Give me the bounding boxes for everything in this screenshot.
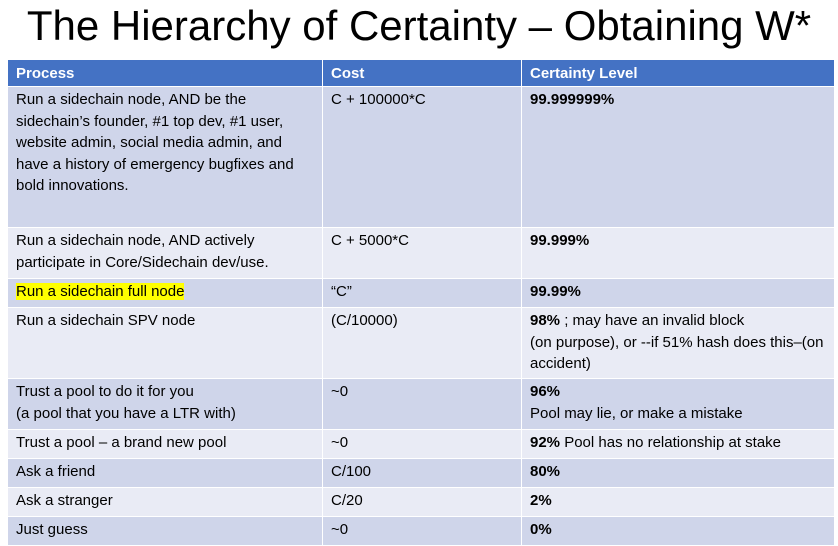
process-cell: Run a sidechain SPV node	[7, 307, 323, 379]
table-header-row: Process Cost Certainty Level	[7, 59, 835, 87]
cost-cell: C/100	[322, 458, 522, 488]
cost-cell: C + 100000*C	[322, 86, 522, 228]
certainty-value: 99.99%	[530, 283, 581, 300]
slide-title: The Hierarchy of Certainty – Obtaining W…	[26, 2, 812, 49]
certainty-value: 80%	[530, 463, 561, 480]
process-cell: Run a sidechain node, AND be the sidecha…	[7, 86, 323, 228]
header-cost: Cost	[322, 59, 522, 87]
certainty-value: 96%	[530, 383, 561, 400]
certainty-cell: 0%	[521, 516, 835, 546]
certainty-value: 0%	[530, 521, 552, 538]
certainty-cell: 99.99%	[521, 278, 835, 308]
certainty-cell: 80%	[521, 458, 835, 488]
process-cell: Run a sidechain node, AND actively parti…	[7, 227, 323, 279]
certainty-cell: 96% Pool may lie, or make a mistake	[521, 378, 835, 430]
cost-cell: (C/10000)	[322, 307, 522, 379]
table-row: Ask a stranger C/20 2%	[7, 487, 835, 517]
certainty-table: Process Cost Certainty Level Run a sidec…	[7, 59, 835, 546]
certainty-value: 92%	[530, 434, 561, 451]
table-row: Just guess ~0 0%	[7, 516, 835, 546]
certainty-value: 99.999%	[530, 232, 590, 249]
table-row: Run a sidechain SPV node (C/10000) 98% ;…	[7, 307, 835, 379]
cost-cell: C + 5000*C	[322, 227, 522, 279]
process-cell: Run a sidechain full node	[7, 278, 323, 308]
certainty-cell: 99.999%	[521, 227, 835, 279]
process-cell: Trust a pool to do it for you (a pool th…	[7, 378, 323, 430]
cost-cell: ~0	[322, 378, 522, 430]
process-cell: Just guess	[7, 516, 323, 546]
table-row: Run a sidechain full node “C” 99.99%	[7, 278, 835, 308]
process-cell: Ask a stranger	[7, 487, 323, 517]
process-cell: Trust a pool – a brand new pool	[7, 429, 323, 459]
certainty-note: ; may have an invalid block (on purpose)…	[530, 312, 824, 372]
table-row: Ask a friend C/100 80%	[7, 458, 835, 488]
table-row: Trust a pool to do it for you (a pool th…	[7, 378, 835, 430]
certainty-cell: 2%	[521, 487, 835, 517]
certainty-note: Pool may lie, or make a mistake	[530, 404, 743, 422]
highlighted-process: Run a sidechain full node	[16, 283, 185, 300]
table-row: Run a sidechain node, AND be the sidecha…	[7, 86, 835, 228]
header-certainty: Certainty Level	[521, 59, 835, 87]
process-cell: Ask a friend	[7, 458, 323, 488]
certainty-value: 2%	[530, 492, 552, 509]
header-process: Process	[7, 59, 323, 87]
cost-cell: ~0	[322, 516, 522, 546]
cost-cell: ~0	[322, 429, 522, 459]
table-row: Run a sidechain node, AND actively parti…	[7, 227, 835, 279]
cost-cell: “C”	[322, 278, 522, 308]
certainty-note: Pool has no relationship at stake	[560, 434, 782, 451]
certainty-value: 99.999999%	[530, 91, 615, 108]
certainty-cell: 92% Pool has no relationship at stake	[521, 429, 835, 459]
certainty-cell: 99.999999%	[521, 86, 835, 228]
cost-cell: C/20	[322, 487, 522, 517]
table-row: Trust a pool – a brand new pool ~0 92% P…	[7, 429, 835, 459]
certainty-cell: 98% ; may have an invalid block (on purp…	[521, 307, 835, 379]
certainty-value: 98%	[530, 312, 561, 329]
